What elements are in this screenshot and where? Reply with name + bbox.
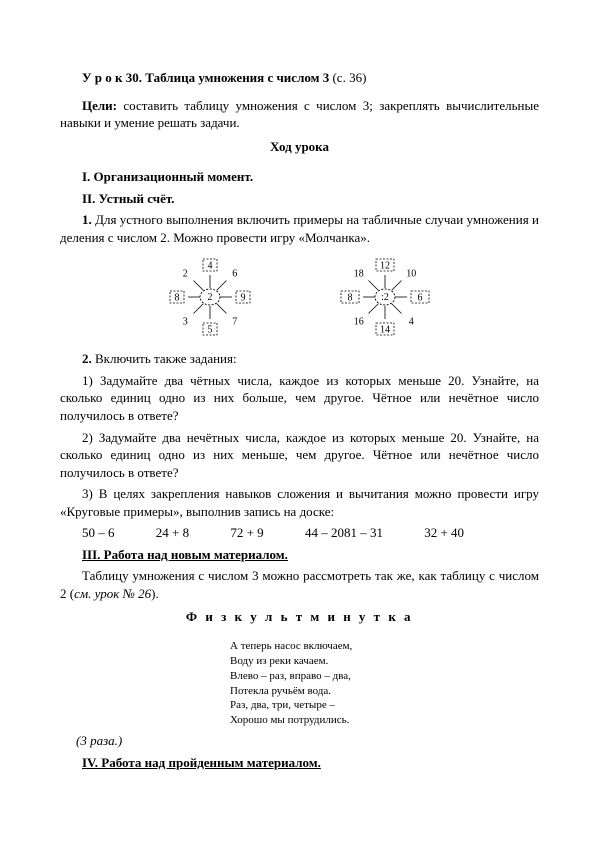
nm-part-b: см. урок № 26 — [74, 586, 151, 601]
svg-text:4: 4 — [207, 261, 212, 272]
svg-text:12: 12 — [380, 261, 390, 272]
section-2: II. Устный счёт. — [60, 190, 539, 208]
example-5: 32 + 40 — [424, 525, 464, 540]
oral-2-text: Включить также задания: — [95, 351, 237, 366]
title-prefix: У р о к 30. — [82, 70, 145, 85]
poem-line-2: Воду из реки качаем. — [230, 654, 539, 669]
poem-line-3: Влево – раз, вправо – два, — [230, 669, 539, 684]
progress-heading: Ход урока — [60, 138, 539, 156]
sun-diagrams: 2 4 6 9 7 5 3 8 2 :2 12 10 6 4 14 16 8 18 — [60, 252, 539, 342]
subtask-3: 3) В целях закрепления навыков сложения … — [60, 485, 539, 520]
goals-label: Цели: — [82, 98, 117, 113]
svg-text:10: 10 — [406, 269, 416, 280]
example-3: 72 + 9 — [230, 525, 263, 540]
svg-text:6: 6 — [232, 269, 237, 280]
goals-paragraph: Цели: составить таблицу умножения с числ… — [60, 97, 539, 132]
poem-line-4: Потекла ручьём вода. — [230, 684, 539, 699]
svg-text:18: 18 — [353, 269, 363, 280]
section-3-title: III. Работа над новым материалом. — [82, 547, 288, 562]
goals-text: составить таблицу умножения с числом 3; … — [60, 98, 539, 131]
title-main: Таблица умножения с числом 3 — [145, 70, 332, 85]
svg-text:7: 7 — [232, 317, 237, 328]
new-material-text: Таблицу умножения с числом 3 можно рассм… — [60, 567, 539, 602]
svg-text:9: 9 — [240, 293, 245, 304]
sun-diagram-right: :2 12 10 6 4 14 16 8 18 — [325, 252, 445, 342]
lesson-title: У р о к 30. Таблица умножения с числом 3… — [60, 69, 539, 87]
svg-text:5: 5 — [207, 325, 212, 336]
svg-text:14: 14 — [380, 325, 390, 336]
subtask-1: 1) Задумайте два чётных числа, каждое из… — [60, 372, 539, 425]
section-3: III. Работа над новым материалом. — [60, 546, 539, 564]
oral-task-1: 1. Для устного выполнения включить приме… — [60, 211, 539, 246]
examples-row: 50 – 6 24 + 8 72 + 9 44 – 2081 – 31 32 +… — [60, 524, 539, 542]
fizkult-heading: Ф и з к у л ь т м и н у т к а — [60, 608, 539, 626]
oral-2-num: 2. — [82, 351, 95, 366]
subtask-2: 2) Задумайте два нечётных числа, каждое … — [60, 429, 539, 482]
title-suffix: (с. 36) — [332, 70, 366, 85]
document-page: У р о к 30. Таблица умножения с числом 3… — [0, 0, 595, 842]
svg-text:3: 3 — [182, 317, 187, 328]
svg-text:16: 16 — [353, 317, 363, 328]
section-1: I. Организационный момент. — [60, 168, 539, 186]
svg-text:8: 8 — [174, 293, 179, 304]
svg-text:2: 2 — [207, 292, 212, 303]
example-4: 44 – 2081 – 31 — [305, 525, 383, 540]
oral-1-text: Для устного выполнения включить примеры … — [60, 212, 539, 245]
svg-text::2: :2 — [381, 292, 389, 303]
example-1: 50 – 6 — [82, 525, 115, 540]
svg-text:6: 6 — [417, 293, 422, 304]
poem-line-6: Хорошо мы потрудились. — [230, 713, 539, 728]
oral-task-2-head: 2. Включить также задания: — [60, 350, 539, 368]
poem: А теперь насос включаем, Воду из реки ка… — [230, 639, 539, 728]
poem-line-5: Раз, два, три, четыре – — [230, 698, 539, 713]
section-4-title: IV. Работа над пройденным материалом. — [82, 755, 321, 770]
svg-text:8: 8 — [347, 293, 352, 304]
repeat-note: (3 раза.) — [60, 732, 539, 750]
sun-diagram-left: 2 4 6 9 7 5 3 8 2 — [155, 252, 265, 342]
nm-part-c: ). — [151, 586, 159, 601]
example-2: 24 + 8 — [156, 525, 189, 540]
section-4: IV. Работа над пройденным материалом. — [60, 754, 539, 772]
oral-1-num: 1. — [82, 212, 92, 227]
svg-text:4: 4 — [408, 317, 413, 328]
svg-text:2: 2 — [182, 269, 187, 280]
poem-line-1: А теперь насос включаем, — [230, 639, 539, 654]
